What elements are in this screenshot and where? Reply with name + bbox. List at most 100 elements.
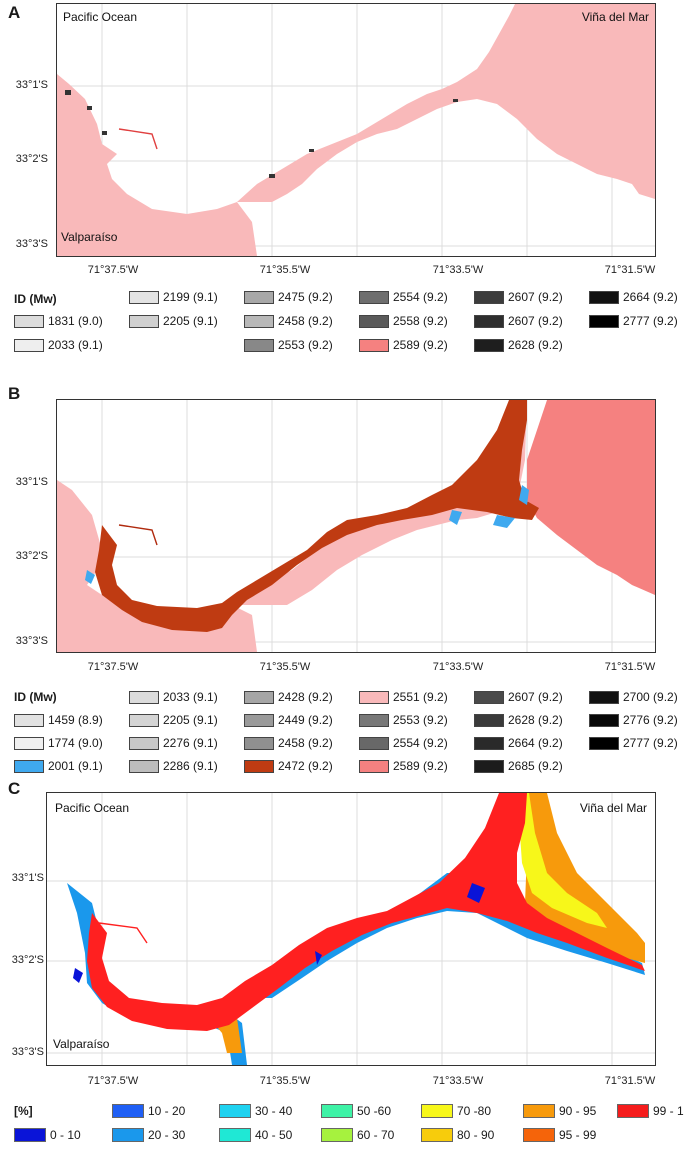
legend-item: 1459 (8.9) — [14, 713, 103, 727]
legend-swatch — [244, 736, 274, 750]
panel-c-pier-line — [98, 922, 148, 944]
panel-c-prob-yellow-band — [517, 793, 607, 928]
legend-item: 2777 (9.2) — [589, 314, 678, 328]
legend-swatch — [244, 759, 274, 773]
legend-item: 50 -60 — [321, 1104, 391, 1118]
legend-item: 2205 (9.1) — [129, 713, 218, 727]
panel-a-lat-tick: 33°1'S — [15, 79, 48, 91]
panel-b-pier-line — [118, 524, 158, 546]
panel-b-lat-tick: 33°1'S — [15, 476, 48, 488]
legend-item: 2554 (9.2) — [359, 290, 448, 304]
panel-b-map — [56, 399, 656, 653]
legend-swatch — [14, 713, 44, 727]
legend-label: 2664 (9.2) — [623, 290, 678, 304]
legend-item: 2551 (9.2) — [359, 690, 448, 704]
legend-item: 2033 (9.1) — [14, 338, 103, 352]
legend-label: 2428 (9.2) — [278, 690, 333, 704]
legend-label: 2033 (9.1) — [48, 338, 103, 352]
legend-item: 2664 (9.2) — [474, 736, 563, 750]
panel-c-prob-red-core — [87, 793, 645, 1031]
legend-swatch — [474, 338, 504, 352]
legend-item: 2685 (9.2) — [474, 759, 563, 773]
panel-c-map-graphic — [47, 793, 655, 1065]
legend-label: 20 - 30 — [148, 1128, 186, 1142]
legend-swatch — [244, 690, 274, 704]
legend-swatch — [474, 290, 504, 304]
legend-item: 2589 (9.2) — [359, 338, 448, 352]
legend-swatch — [321, 1104, 353, 1118]
panel-b-map-graphic — [57, 400, 655, 652]
panel-c-lat-tick: 33°3'S — [11, 1046, 44, 1058]
panel-c-label-vina: Viña del Mar — [579, 801, 647, 815]
legend-label: 2777 (9.2) — [623, 314, 678, 328]
legend-label: 2001 (9.1) — [48, 759, 103, 773]
legend-swatch — [14, 759, 44, 773]
panel-a-label-valparaiso: Valparaíso — [61, 230, 118, 244]
legend-item: 2276 (9.1) — [129, 736, 218, 750]
legend-label: 2607 (9.2) — [508, 690, 563, 704]
panel-a-label-ocean: Pacific Ocean — [63, 10, 138, 24]
legend-swatch — [359, 736, 389, 750]
legend-label: 1831 (9.0) — [48, 314, 103, 328]
panel-b-lon-tick: 71°35.5'W — [259, 661, 311, 673]
legend-swatch — [129, 314, 159, 328]
legend-swatch — [474, 759, 504, 773]
legend-label: 2449 (9.2) — [278, 713, 333, 727]
legend-item: 1831 (9.0) — [14, 314, 103, 328]
legend-label: 2589 (9.2) — [393, 338, 448, 352]
legend-label: 0 - 10 — [50, 1128, 81, 1142]
legend-label: 1459 (8.9) — [48, 713, 103, 727]
legend-item: 10 - 20 — [112, 1104, 185, 1118]
legend-label: 2554 (9.2) — [393, 736, 448, 750]
panel-c-lat-tick: 33°2'S — [11, 954, 44, 966]
legend-item: 0 - 10 — [14, 1128, 81, 1142]
legend-item: 2458 (9.2) — [244, 736, 333, 750]
panel-a-legend-title: ID (Mw) — [14, 292, 57, 306]
legend-item: 2475 (9.2) — [244, 290, 333, 304]
panel-c-map: Pacific Ocean Viña del Mar Valparaíso — [46, 792, 656, 1066]
legend-label: 2472 (9.2) — [278, 759, 333, 773]
panel-a-lon-tick: 71°33.5'W — [432, 264, 484, 276]
panel-a-map: Pacific Ocean Viña del Mar Valparaíso — [56, 3, 656, 257]
panel-b-lon-tick: 71°33.5'W — [432, 661, 484, 673]
legend-item: 2286 (9.1) — [129, 759, 218, 773]
legend-swatch — [14, 314, 44, 328]
legend-swatch — [359, 290, 389, 304]
legend-swatch — [359, 314, 389, 328]
legend-label: 2607 (9.2) — [508, 314, 563, 328]
legend-swatch — [474, 690, 504, 704]
panel-c-label-valparaiso: Valparaíso — [53, 1037, 110, 1051]
legend-swatch — [523, 1128, 555, 1142]
legend-item: 2449 (9.2) — [244, 713, 333, 727]
legend-label: 2286 (9.1) — [163, 759, 218, 773]
legend-swatch — [359, 690, 389, 704]
legend-item: 80 - 90 — [421, 1128, 494, 1142]
legend-item: 2664 (9.2) — [589, 290, 678, 304]
legend-item: 2001 (9.1) — [14, 759, 103, 773]
legend-label: 2628 (9.2) — [508, 338, 563, 352]
legend-item: 2700 (9.2) — [589, 690, 678, 704]
panel-a-lon-tick: 71°37.5'W — [87, 264, 139, 276]
panel-c-label-ocean: Pacific Ocean — [55, 801, 130, 815]
legend-label: 2475 (9.2) — [278, 290, 333, 304]
legend-label: 2700 (9.2) — [623, 690, 678, 704]
legend-item: 20 - 30 — [112, 1128, 185, 1142]
legend-label: 2553 (9.2) — [278, 338, 333, 352]
legend-item: 2553 (9.2) — [359, 713, 448, 727]
panel-c-lat-tick: 33°1'S — [11, 872, 44, 884]
legend-label: 2589 (9.2) — [393, 759, 448, 773]
panel-b-lon-tick: 71°37.5'W — [87, 661, 139, 673]
legend-item: 95 - 99 — [523, 1128, 596, 1142]
legend-swatch — [359, 338, 389, 352]
panel-b-lon-tick: 71°31.5'W — [604, 661, 656, 673]
legend-label: 50 -60 — [357, 1104, 392, 1118]
legend-item: 2607 (9.2) — [474, 690, 563, 704]
legend-swatch — [589, 290, 619, 304]
panel-a-inundation-2551 — [57, 4, 655, 256]
legend-swatch — [112, 1104, 144, 1118]
legend-label: 2199 (9.1) — [163, 290, 218, 304]
legend-label: 2664 (9.2) — [508, 736, 563, 750]
legend-label: 2276 (9.1) — [163, 736, 218, 750]
legend-item: 90 - 95 — [523, 1104, 596, 1118]
legend-label: 2776 (9.2) — [623, 713, 678, 727]
